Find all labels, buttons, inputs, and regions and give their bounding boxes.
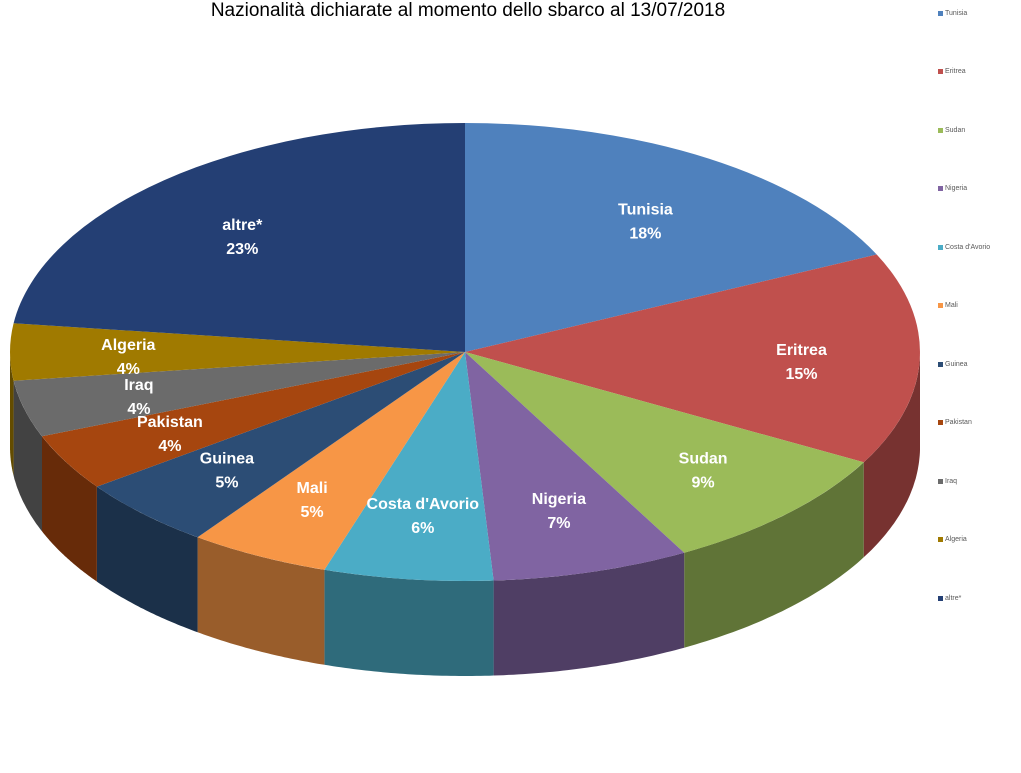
data-percent-altre: 23%	[226, 241, 258, 258]
legend-item-altre: altre*	[938, 593, 961, 603]
slice-nigeria	[465, 352, 685, 581]
legend-label: Eritrea	[945, 68, 966, 75]
legend-label: Algeria	[945, 536, 967, 543]
data-percent-costa-d-avorio: 6%	[411, 520, 434, 537]
slice-pakistan	[42, 352, 465, 487]
legend-label: Iraq	[945, 477, 958, 485]
chart-title: Nazionalità dichiarate al momento dello …	[210, 0, 726, 21]
slice-guinea	[96, 352, 466, 538]
data-percent-tunisia: 18%	[629, 226, 661, 243]
data-percent-guinea: 5%	[215, 474, 238, 491]
data-label-tunisia: Tunisia	[618, 202, 673, 219]
legend-item-sudan: Sudan	[938, 125, 965, 135]
data-percent-sudan: 9%	[692, 474, 715, 491]
legend-item-mali: Mali	[938, 301, 958, 311]
legend-item-pakistan: Pakistan	[938, 418, 972, 428]
legend-swatch	[938, 69, 943, 74]
data-label-costa-d-avorio: Costa d'Avorio	[367, 496, 480, 513]
data-label-mali: Mali	[297, 480, 328, 497]
legend-label: Pakistan	[945, 419, 972, 426]
data-percent-nigeria: 7%	[547, 515, 570, 532]
legend-item-nigeria: Nigeria	[938, 184, 967, 194]
slice-eritrea	[465, 254, 920, 463]
data-percent-pakistan: 4%	[158, 438, 181, 455]
legend-item-iraq: Iraq	[938, 476, 957, 486]
legend-swatch	[938, 127, 943, 133]
data-label-pakistan: Pakistan	[137, 414, 203, 431]
legend-label: Tunisia	[945, 9, 968, 17]
slice-side-costa-d-avorio	[324, 569, 494, 676]
legend-label: Guinea	[945, 360, 968, 368]
legend-item-guinea: Guinea	[938, 359, 968, 369]
legend-item-eritrea: Eritrea	[938, 67, 966, 77]
legend-item-costa-d-avorio: Costa d'Avorio	[938, 242, 990, 252]
slice-side-iraq	[13, 380, 42, 532]
data-label-guinea: Guinea	[200, 450, 254, 467]
legend-label: Sudan	[945, 126, 966, 134]
data-label-eritrea: Eritrea	[776, 342, 827, 359]
data-label-altre: altre*	[222, 217, 263, 234]
legend-swatch	[938, 303, 943, 308]
data-label-iraq: Iraq	[124, 377, 153, 394]
legend-swatch	[938, 244, 943, 250]
legend-swatch	[938, 186, 943, 191]
data-label-sudan: Sudan	[679, 450, 728, 467]
slice-side-nigeria	[493, 552, 685, 676]
slice-side-algeria	[10, 352, 14, 476]
data-percent-eritrea: 15%	[785, 366, 817, 383]
slice-mali	[197, 352, 465, 570]
legend-label: Costa d'Avorio	[945, 243, 991, 251]
slice-side-mali	[197, 537, 325, 665]
data-label-algeria: Algeria	[101, 337, 155, 354]
legend-swatch	[938, 10, 943, 16]
slice-side-pakistan	[42, 436, 97, 582]
slice-side-guinea	[96, 486, 198, 633]
legend-item-algeria: Algeria	[938, 535, 967, 545]
data-percent-mali: 5%	[301, 504, 324, 521]
slice-altre	[13, 123, 465, 352]
slice-side-sudan	[684, 462, 864, 648]
legend-swatch	[938, 595, 943, 601]
data-percent-iraq: 4%	[127, 401, 150, 418]
legend-swatch	[938, 478, 943, 484]
legend-label: altre*	[945, 594, 962, 602]
legend-item-tunisia: Tunisia	[938, 8, 967, 18]
data-percent-algeria: 4%	[117, 361, 140, 378]
legend-swatch	[938, 537, 943, 542]
slice-tunisia	[465, 123, 877, 352]
data-label-nigeria: Nigeria	[532, 491, 586, 508]
legend-label: Nigeria	[945, 185, 968, 192]
slice-side-eritrea	[863, 352, 920, 558]
slice-costa-d-avorio	[324, 352, 494, 581]
slice-algeria	[10, 323, 465, 381]
legend-swatch	[938, 420, 943, 425]
legend-label: Mali	[945, 302, 958, 309]
slice-iraq	[13, 352, 465, 437]
slice-sudan	[465, 352, 864, 553]
legend-swatch	[938, 361, 943, 367]
